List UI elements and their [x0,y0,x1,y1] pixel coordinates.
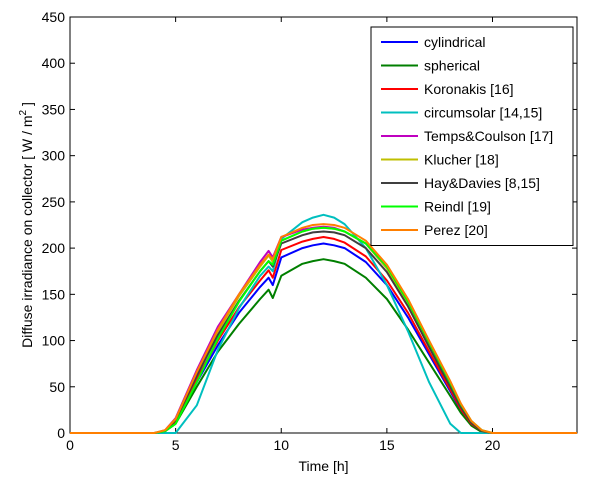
y-axis-label-main: Diffuse irradiance on collector [ W / m [19,115,35,347]
legend: cylindrical spherical Koronakis [16] circum… [370,26,574,246]
x-tick-label: 5 [172,437,180,453]
legend-label: cylindrical [424,34,485,50]
x-tick-label: 20 [485,437,501,453]
y-axis-label: Diffuse irradiance on collector [ W / m2… [18,102,35,348]
legend-label: Hay&Davies [8,15] [424,175,540,191]
x-tick-label: 15 [379,437,395,453]
y-tick-label: 450 [42,9,66,25]
legend-label: spherical [424,58,480,74]
y-tick-label: 0 [57,425,65,441]
y-tick-label: 200 [42,240,66,256]
series-line-spherical [70,258,577,434]
y-tick-label: 350 [42,101,66,117]
series-line-perez-20 [70,223,577,434]
legend-label: Klucher [18] [424,152,499,168]
legend-label: Temps&Coulson [17] [424,128,553,144]
y-tick-label: 100 [42,333,66,349]
y-axis-label-superscript: 2 [18,109,29,115]
legend-label: circumsolar [14,15] [424,105,542,121]
y-tick-label: 300 [42,148,66,164]
y-tick-label: 400 [42,55,66,71]
x-axis-label: Time [h] [298,458,348,474]
y-tick-label: 150 [42,286,66,302]
y-tick-label: 250 [42,194,66,210]
legend-label: Perez [20] [424,222,488,238]
legend-label: Koronakis [16] [424,81,514,97]
y-axis-label-end: ] [19,102,35,110]
series-line-circumsolar-14-15 [70,213,577,434]
x-tick-label: 10 [273,437,289,453]
series-lines [70,213,577,434]
legend-label: Reindl [19] [424,199,491,215]
y-tick-label: 50 [49,379,65,395]
x-tick-label: 0 [66,437,74,453]
series-line-hay-davies-8-15 [70,230,577,434]
